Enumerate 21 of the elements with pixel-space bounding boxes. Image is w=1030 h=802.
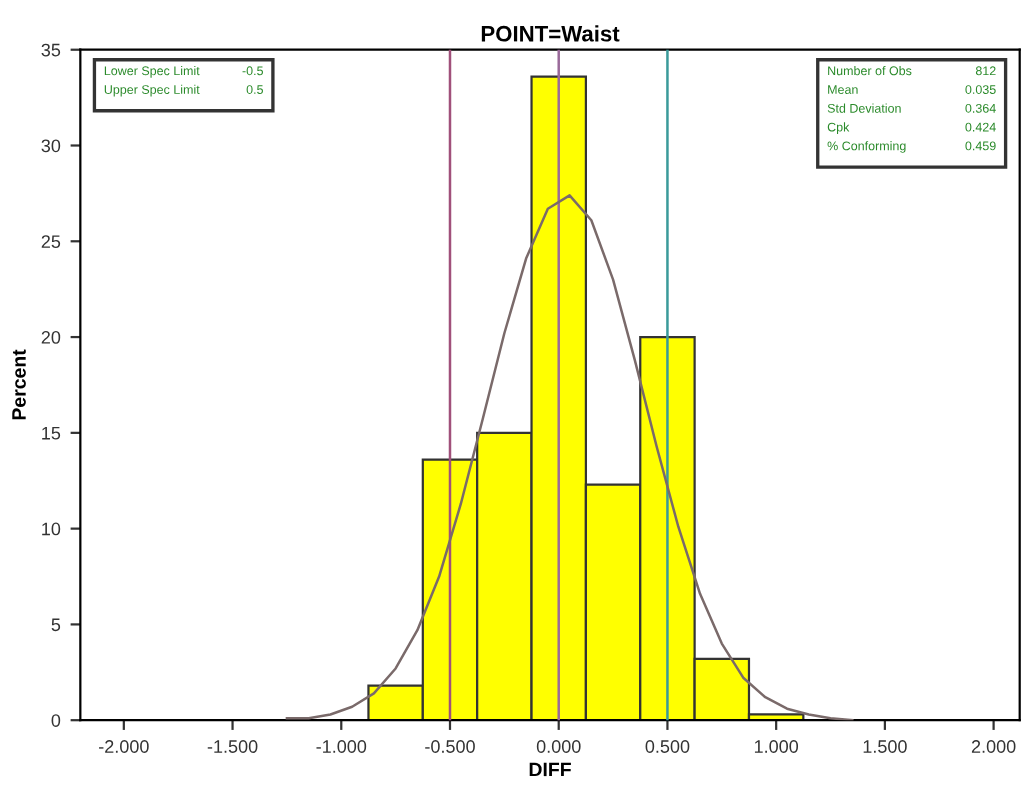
y-tick-label: 35 bbox=[41, 43, 61, 57]
x-tick-label: -0.500 bbox=[425, 740, 475, 753]
chart-title: POINT=Waist bbox=[481, 25, 620, 42]
y-tick-label: 15 bbox=[42, 426, 61, 440]
x-tick-label: -2.000 bbox=[99, 740, 149, 753]
y-tick-label: 25 bbox=[41, 235, 61, 249]
y-tick-label: 20 bbox=[41, 331, 61, 344]
x-axis-title: DIFF bbox=[529, 762, 571, 777]
x-tick-label: -1.000 bbox=[316, 740, 367, 753]
x-tick-label: -1.500 bbox=[207, 740, 258, 753]
y-tick-label: 0 bbox=[51, 714, 61, 727]
line-series bbox=[285, 194, 854, 721]
y-axis-title: Percent bbox=[12, 349, 26, 420]
x-tick-label: 2.000 bbox=[971, 740, 1016, 753]
y-tick-label: 30 bbox=[41, 139, 61, 153]
x-tick-label: 1.000 bbox=[754, 740, 799, 753]
x-tick-label: 0.500 bbox=[645, 740, 690, 753]
y-tick-label: 10 bbox=[42, 522, 61, 536]
y-tick-label: 5 bbox=[51, 618, 61, 632]
x-tick-label: 0.000 bbox=[536, 740, 581, 753]
x-tick-label: 1.500 bbox=[863, 740, 907, 753]
